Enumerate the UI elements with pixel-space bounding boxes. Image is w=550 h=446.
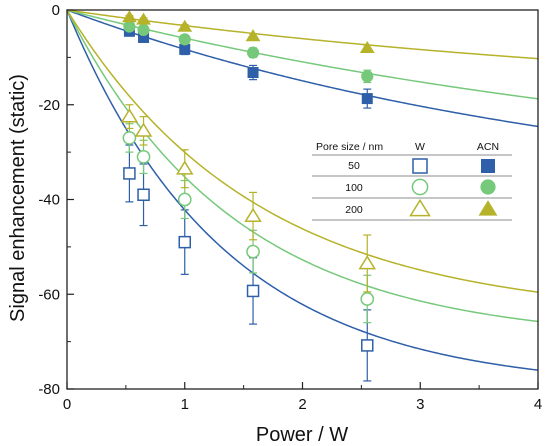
data-point-w-200 xyxy=(358,255,377,270)
legend-header-acn: ACN xyxy=(477,141,499,153)
legend-marker-w-100 xyxy=(411,178,429,196)
legend-marker-w-50 xyxy=(412,158,428,174)
data-point-acn-100 xyxy=(137,23,150,36)
legend-marker-acn-100 xyxy=(480,179,496,195)
legend-row-100-label: 100 xyxy=(345,182,363,194)
legend-markers xyxy=(409,158,498,217)
legend-header-w: W xyxy=(415,141,425,153)
data-point-w-200 xyxy=(244,207,262,222)
data-point-acn-100 xyxy=(361,70,374,83)
data-point-w-200 xyxy=(134,122,153,137)
data-point-acn-200 xyxy=(245,29,261,42)
plot-frame xyxy=(66,9,539,390)
legend-marker-acn-50 xyxy=(481,159,495,173)
y-tick-label: 0 xyxy=(52,2,60,19)
data-point-acn-200 xyxy=(121,10,137,23)
legend-row-50-label: 50 xyxy=(348,160,360,172)
data-point-acn-50 xyxy=(361,93,373,105)
data-point-acn-50 xyxy=(179,43,191,55)
data-point-w-100 xyxy=(246,244,260,259)
data-point-w-50 xyxy=(178,235,191,249)
y-tick-label: -80 xyxy=(38,381,60,398)
data-point-acn-100 xyxy=(246,46,260,59)
legend-row-200-label: 200 xyxy=(345,204,363,216)
tick-labels: 0 1 2 3 4 0 -20 -40 -60 -80 xyxy=(38,2,542,413)
x-tick-label: 3 xyxy=(416,396,424,413)
data-points xyxy=(120,10,377,382)
x-tick-label: 2 xyxy=(298,396,306,413)
data-point-w-200 xyxy=(120,108,139,123)
data-point-w-100 xyxy=(136,150,151,164)
data-point-w-100 xyxy=(360,292,375,306)
legend-header-pore-size: Pore size / nm xyxy=(316,141,383,153)
x-tick-label: 4 xyxy=(534,396,542,413)
data-point-w-50 xyxy=(246,284,260,298)
fit-curve-w-200 xyxy=(66,9,539,293)
data-point-acn-200 xyxy=(359,41,375,54)
data-point-acn-50 xyxy=(138,31,150,43)
legend: Pore size / nm W ACN 50 100 200 xyxy=(312,141,512,221)
x-axis-title: Power / W xyxy=(256,424,348,446)
data-point-acn-100 xyxy=(178,33,191,46)
y-tick-label: -60 xyxy=(38,286,60,303)
data-point-w-50 xyxy=(361,339,374,352)
legend-marker-w-200 xyxy=(409,198,431,217)
x-tick-label: 0 xyxy=(63,396,71,413)
data-point-acn-200 xyxy=(177,19,193,32)
x-tick-label: 1 xyxy=(181,396,189,413)
data-point-acn-50 xyxy=(247,67,259,79)
data-point-w-200 xyxy=(175,160,194,175)
y-tick-label: -40 xyxy=(38,192,60,209)
data-point-w-100 xyxy=(122,131,137,145)
data-point-acn-100 xyxy=(123,20,136,33)
fit-curve-w-100 xyxy=(66,9,539,323)
data-point-acn-200 xyxy=(136,12,151,25)
data-point-w-100 xyxy=(177,192,192,207)
y-tick-label: -20 xyxy=(38,97,60,114)
y-axis-title: Signal enhancement (static) xyxy=(7,74,29,322)
legend-marker-acn-200 xyxy=(478,200,498,216)
data-point-w-50 xyxy=(123,167,136,180)
data-point-w-50 xyxy=(137,188,150,202)
